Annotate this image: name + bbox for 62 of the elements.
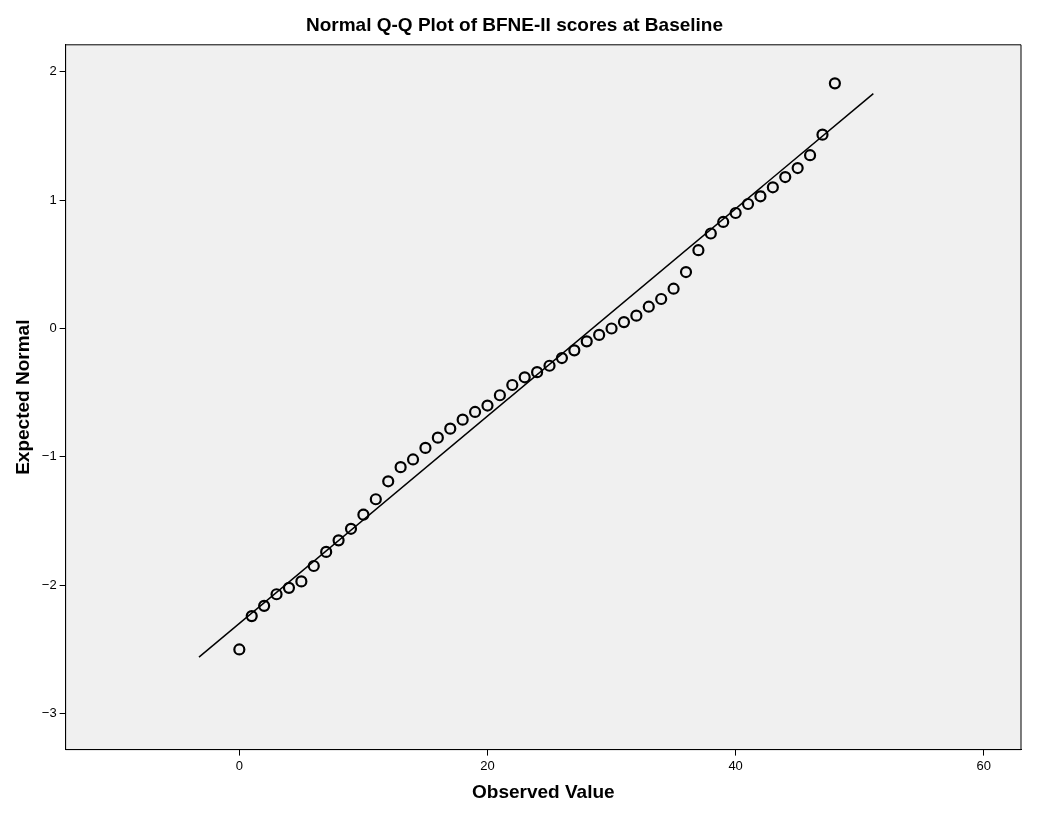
point (320, 545, 333, 558)
point (282, 581, 296, 594)
point (741, 197, 755, 211)
point (369, 493, 382, 506)
x-tick-label: 0 (235, 757, 243, 773)
point (692, 244, 705, 257)
x-tick-label: 60 (976, 757, 992, 773)
point (630, 309, 643, 322)
point (580, 335, 593, 348)
point (754, 190, 767, 203)
point (555, 351, 569, 365)
point (456, 413, 469, 426)
point (593, 328, 606, 342)
point (357, 508, 370, 521)
point (419, 441, 432, 455)
point (605, 322, 618, 335)
point (816, 128, 829, 141)
point (431, 431, 444, 444)
y-tick-label: 0 (49, 320, 57, 336)
point (803, 149, 817, 162)
point (481, 399, 494, 412)
point (382, 475, 395, 488)
x-tick-label: 20 (480, 757, 495, 773)
point (828, 77, 841, 90)
point (258, 599, 271, 612)
point (791, 161, 804, 175)
point (518, 371, 531, 384)
point (617, 316, 631, 329)
x-tick-label: 40 (728, 757, 743, 773)
point (704, 227, 717, 240)
point (642, 300, 655, 313)
point (493, 389, 506, 402)
point (468, 405, 482, 419)
y-tick-label: −1 (41, 448, 57, 464)
y-tick-label: 1 (49, 191, 57, 207)
point (506, 378, 519, 392)
point (233, 643, 246, 656)
point (307, 559, 320, 573)
chart-title: Normal Q-Q Plot of BFNE-II scores at Baseline (305, 13, 724, 35)
y-tick-label: 2 (49, 63, 57, 79)
y-axis-title: Expected Normal (11, 319, 33, 475)
point (295, 575, 308, 588)
point (679, 265, 693, 279)
y-tick-label: −3 (41, 705, 57, 721)
point (444, 422, 457, 435)
point (717, 215, 730, 229)
point (667, 282, 680, 295)
point (568, 344, 581, 357)
y-tick-label: −2 (41, 576, 57, 592)
point (543, 359, 556, 372)
point (245, 609, 258, 623)
point (766, 181, 779, 194)
x-axis-title: Observed Value (472, 780, 615, 802)
point (531, 366, 544, 379)
point (332, 534, 345, 547)
point (729, 206, 742, 220)
point (344, 522, 358, 535)
point (779, 170, 792, 184)
point (406, 453, 420, 466)
point (655, 292, 668, 306)
point (394, 461, 407, 474)
point (270, 588, 283, 601)
